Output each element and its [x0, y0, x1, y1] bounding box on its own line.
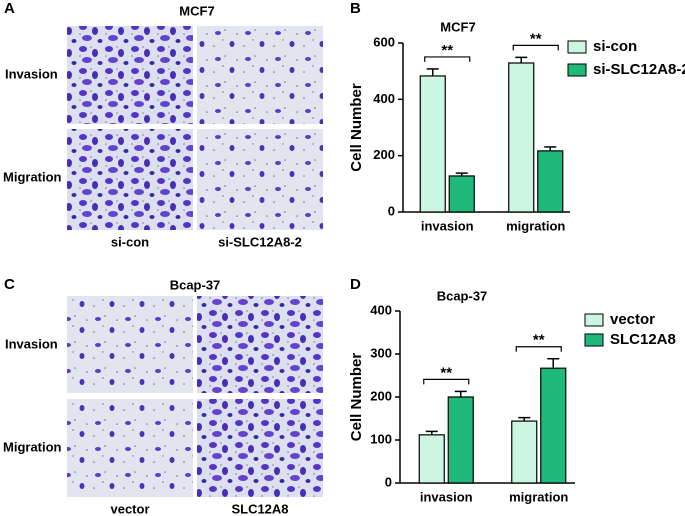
legend-label: si-SLC12A8-2 — [593, 61, 685, 78]
micrograph — [197, 296, 323, 393]
panel-letter: B — [350, 0, 361, 17]
legend-label: si-con — [593, 38, 637, 55]
x-tick-label: invasion — [421, 218, 474, 233]
column-label: si-SLC12A8-2 — [218, 234, 302, 249]
panel-letter: C — [4, 276, 15, 293]
row-label: Invasion — [5, 336, 58, 351]
significance-label: ** — [533, 332, 545, 349]
y-axis-label: Cell Number — [348, 83, 365, 172]
row-label: Migration — [3, 439, 62, 454]
significance-label: ** — [441, 42, 453, 59]
panel-c-images — [67, 296, 323, 497]
bar — [508, 62, 535, 213]
chart-title: Bcap-37 — [437, 288, 488, 303]
significance-bracket — [512, 44, 559, 51]
significance-bracket — [423, 378, 470, 385]
column-label: si-con — [111, 234, 149, 249]
significance-label: ** — [440, 364, 452, 381]
y-tick-label: 200 — [373, 147, 395, 162]
panel-title: MCF7 — [179, 3, 214, 18]
micrograph — [67, 399, 193, 497]
bar — [537, 150, 564, 213]
micrograph — [197, 129, 323, 230]
legend-label: vector — [610, 311, 655, 328]
bar — [448, 175, 475, 213]
bar — [511, 420, 538, 484]
bar — [419, 75, 446, 213]
panel-a-images — [67, 26, 323, 230]
column-label: vector — [110, 501, 149, 516]
x-tick-label: migration — [509, 489, 568, 504]
bar — [540, 367, 567, 484]
x-tick-label: migration — [506, 218, 565, 233]
y-tick-label: 400 — [373, 91, 395, 106]
micrograph — [67, 26, 193, 124]
y-tick-label: 200 — [370, 388, 392, 403]
legend-label: SLC12A8 — [610, 331, 676, 348]
panel-letter: A — [4, 0, 15, 17]
y-tick-label: 0 — [385, 474, 392, 489]
legend-swatch — [567, 63, 587, 77]
significance-bracket — [515, 346, 562, 352]
y-tick-label: 600 — [373, 34, 395, 49]
micrograph — [67, 129, 193, 230]
legend-swatch — [584, 333, 604, 347]
micrograph — [197, 26, 323, 124]
micrograph — [67, 296, 193, 393]
legend-swatch — [584, 313, 604, 327]
y-tick-label: 300 — [370, 345, 392, 360]
micrograph — [197, 399, 323, 497]
bar — [447, 396, 474, 484]
significance-label: ** — [530, 30, 542, 47]
y-axis-label: Cell Number — [348, 353, 365, 442]
legend-swatch — [567, 40, 587, 54]
bar — [418, 434, 445, 484]
y-tick-label: 400 — [370, 302, 392, 317]
panel-letter: D — [350, 276, 361, 293]
y-tick-label: 100 — [370, 431, 392, 446]
y-tick-label: 0 — [388, 203, 395, 218]
column-label: SLC12A8 — [231, 501, 288, 516]
chart-title: MCF7 — [440, 19, 475, 34]
panel-title: Bcap-37 — [170, 277, 221, 292]
x-tick-label: invasion — [420, 489, 473, 504]
significance-bracket — [424, 56, 471, 62]
row-label: Migration — [3, 169, 62, 184]
row-label: Invasion — [5, 66, 58, 81]
